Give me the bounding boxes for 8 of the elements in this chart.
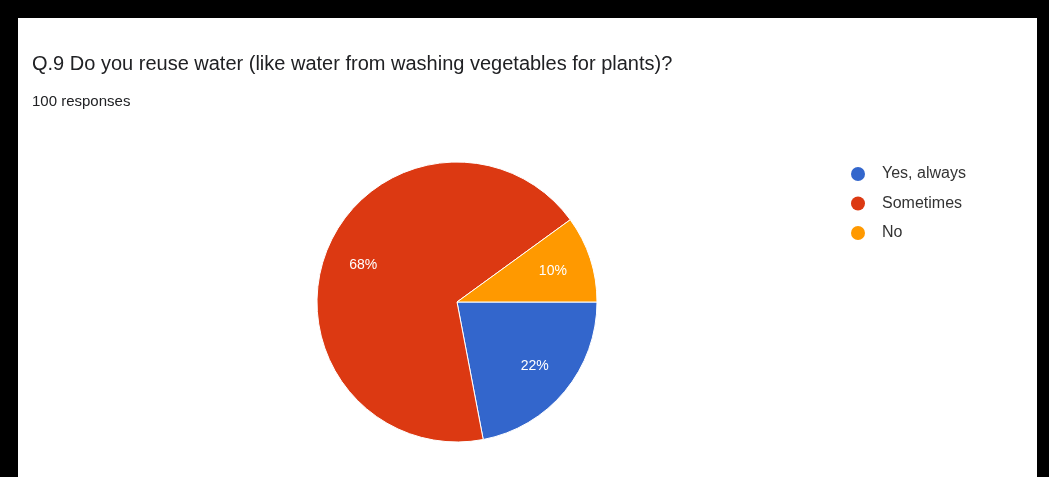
legend-label: Yes, always (882, 164, 966, 182)
data-label: 22% (520, 356, 549, 373)
data-label: 10% (538, 261, 567, 278)
chart-title: Q.9 Do you reuse water (like water from washing vegetables for plants)? (32, 52, 673, 74)
legend-label: Sometimes (882, 193, 963, 211)
legend-label: No (882, 223, 903, 241)
text: 100 responses (32, 92, 131, 109)
data-label: 68% (349, 255, 378, 272)
